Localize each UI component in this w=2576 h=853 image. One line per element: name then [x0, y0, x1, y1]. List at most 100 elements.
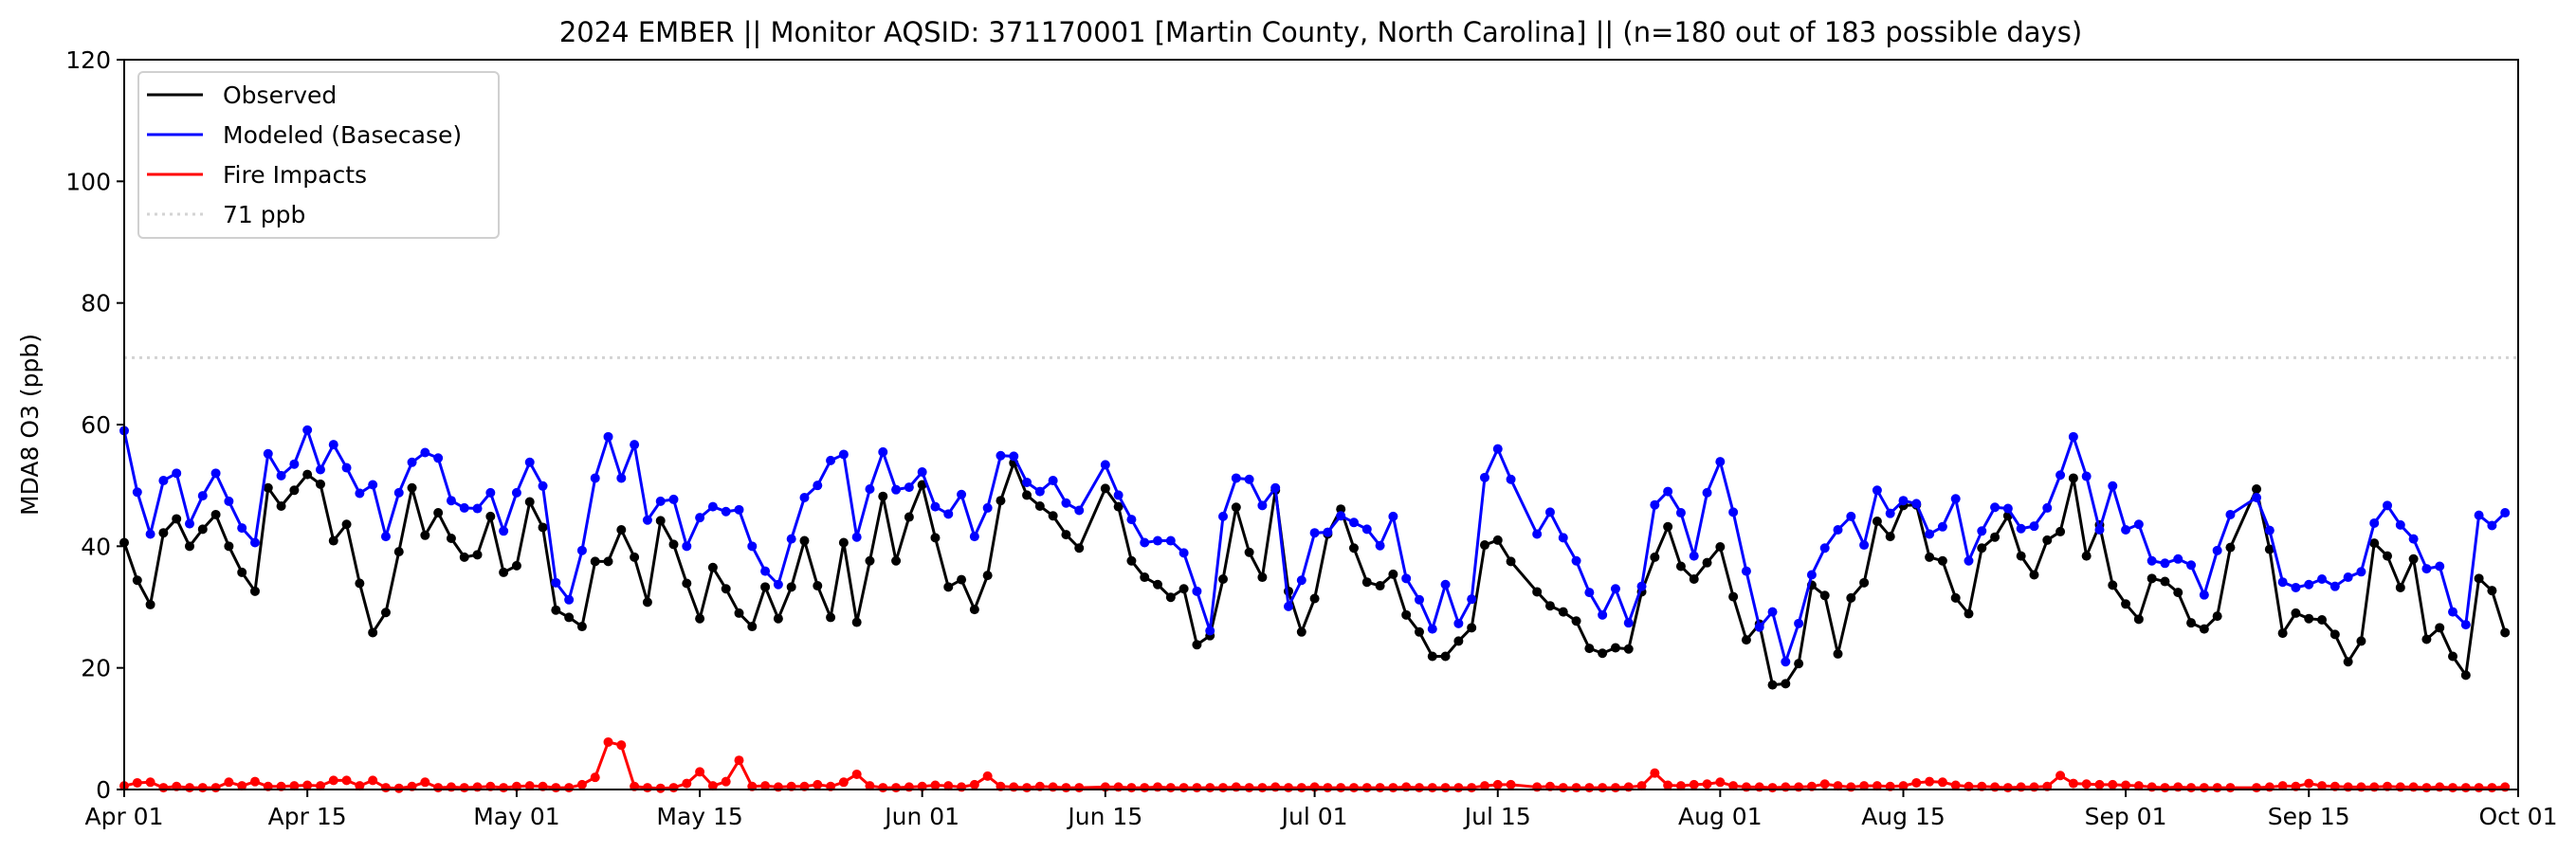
- fire-impacts-point: [564, 783, 575, 793]
- fire-impacts-point: [734, 755, 744, 766]
- observed-point: [943, 582, 954, 592]
- fire-impacts-point: [1479, 781, 1489, 791]
- observed-point: [1453, 636, 1464, 646]
- observed-point: [1061, 530, 1071, 540]
- fire-impacts-point: [642, 783, 652, 793]
- observed-point: [459, 552, 469, 562]
- modeled-point: [2055, 470, 2066, 481]
- fire-impacts-point: [2317, 781, 2328, 791]
- modeled-point: [1728, 507, 1739, 517]
- observed-point: [1153, 579, 1163, 590]
- fire-impacts-point: [2225, 783, 2236, 793]
- fire-impacts-point: [210, 783, 221, 793]
- observed-point: [1833, 648, 1843, 659]
- observed-point: [2421, 634, 2432, 644]
- fire-impacts-point: [132, 777, 142, 788]
- fire-impacts-point: [1819, 779, 1830, 789]
- fire-impacts-point: [1022, 783, 1032, 793]
- observed-point: [355, 578, 365, 589]
- observed-point: [838, 537, 849, 548]
- fire-impacts-series: [119, 736, 2511, 793]
- modeled-point: [851, 532, 862, 542]
- modeled-point: [1479, 472, 1489, 482]
- modeled-point: [1598, 609, 1608, 620]
- fire-impacts-point: [1925, 776, 1935, 787]
- fire-impacts-point: [2212, 783, 2222, 793]
- observed-point: [1885, 532, 1895, 542]
- observed-point: [734, 608, 744, 618]
- observed-point: [878, 491, 888, 501]
- modeled-point: [1898, 496, 1909, 506]
- observed-point: [132, 575, 142, 586]
- observed-point: [1244, 547, 1254, 557]
- observed-point: [2042, 535, 2053, 545]
- modeled-point: [668, 494, 679, 504]
- observed-point: [2212, 611, 2222, 622]
- modeled-point: [1034, 486, 1045, 497]
- fire-impacts-point: [2199, 783, 2209, 793]
- modeled-point: [1061, 498, 1071, 508]
- observed-point: [472, 550, 483, 560]
- fire-impacts-point: [1218, 783, 1229, 793]
- modeled-point: [2329, 581, 2340, 591]
- fire-impacts-point: [2094, 779, 2105, 789]
- observed-point: [1859, 577, 1870, 588]
- modeled-point: [302, 425, 313, 435]
- observed-point: [302, 469, 313, 480]
- observed-point: [249, 586, 260, 596]
- fire-impacts-point: [1178, 783, 1189, 793]
- observed-point: [668, 539, 679, 550]
- modeled-point: [760, 566, 771, 576]
- observed-point: [2291, 608, 2301, 618]
- modeled-point: [2395, 519, 2405, 530]
- modeled-point: [1022, 477, 1032, 487]
- modeled-point: [511, 487, 521, 498]
- legend: Observed Modeled (Basecase) Fire Impacts…: [137, 71, 500, 239]
- modeled-point: [682, 541, 692, 552]
- modeled-point: [2408, 534, 2419, 544]
- modeled-point: [1636, 581, 1647, 591]
- observed-point: [721, 584, 731, 594]
- y-tick-label: 60: [81, 411, 111, 439]
- modeled-point: [1009, 451, 1019, 462]
- modeled-point: [1506, 474, 1516, 484]
- observed-point: [2408, 554, 2419, 564]
- modeled-point: [2133, 519, 2144, 530]
- observed-point: [1977, 543, 1987, 554]
- observed-point: [2304, 613, 2314, 624]
- y-tick-label: 20: [81, 655, 111, 682]
- observed-point: [996, 496, 1006, 506]
- modeled-point: [1872, 485, 1882, 496]
- modeled-point: [590, 473, 600, 483]
- series-layer: [119, 425, 2511, 793]
- observed-point: [1440, 651, 1451, 662]
- modeled-point: [630, 440, 640, 450]
- legend-modeled-label: Modeled (Basecase): [223, 121, 462, 149]
- modeled-point: [1165, 535, 1176, 546]
- x-tick-label: Jun 15: [1066, 803, 1142, 830]
- modeled-point: [1427, 624, 1437, 634]
- observed-point: [511, 560, 521, 571]
- observed-point: [2264, 544, 2275, 554]
- modeled-point: [485, 487, 496, 498]
- observed-point: [368, 627, 378, 638]
- modeled-point: [1100, 460, 1110, 470]
- observed-point: [1100, 483, 1110, 494]
- modeled-point: [969, 532, 979, 542]
- fire-impacts-point: [184, 783, 194, 793]
- observed-point: [2199, 624, 2209, 634]
- fire-impacts-point: [695, 767, 705, 777]
- modeled-point: [2108, 481, 2118, 491]
- fire-impacts-point: [1414, 783, 1424, 793]
- fire-impacts-point: [2081, 779, 2092, 789]
- modeled-point: [1492, 444, 1503, 454]
- modeled-point: [1309, 528, 1320, 538]
- modeled-point: [276, 470, 286, 481]
- fire-impacts-point: [1074, 783, 1085, 793]
- observed-point: [1675, 561, 1686, 572]
- modeled-line: [122, 428, 2507, 663]
- modeled-point: [930, 501, 941, 512]
- x-tick-label: Oct 01: [2479, 803, 2558, 830]
- modeled-point: [707, 501, 718, 512]
- fire-impacts-point: [289, 781, 300, 791]
